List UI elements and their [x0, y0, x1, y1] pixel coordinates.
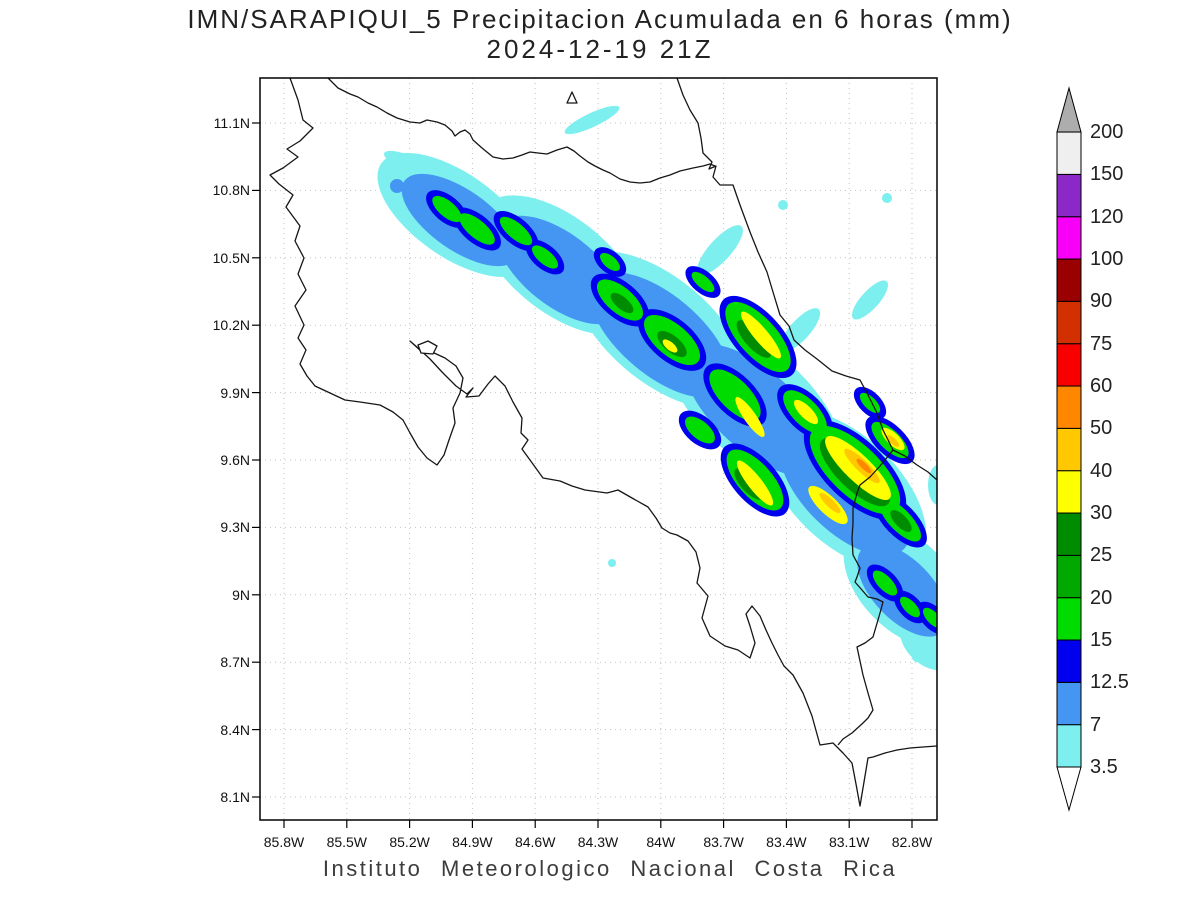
- colorbar-tick-label: 100: [1090, 248, 1124, 271]
- colorbar-tick-label: 60: [1090, 375, 1113, 398]
- colorbar-tick-label: 50: [1090, 417, 1113, 440]
- lat-tick-label: 9.9N: [220, 384, 250, 401]
- colorbar-tick-label: 150: [1090, 163, 1124, 186]
- page-title: IMN/SARAPIQUI_5 Precipitacion Acumulada …: [187, 4, 1013, 34]
- colorbar-arrow-top: [1056, 86, 1082, 133]
- colorbar-tick-label: 3.5: [1090, 756, 1118, 778]
- lat-tick-label: 11.1N: [213, 115, 250, 131]
- colorbar-tick-label: 12.5: [1090, 671, 1129, 694]
- lat-tick-label: 9.6N: [220, 452, 250, 468]
- precipitation-field: [377, 105, 937, 671]
- lon-tick-label: 85.2W: [389, 834, 430, 850]
- lon-tick-label: 85.5W: [326, 834, 368, 850]
- colorbar-arrow-bottom: [1056, 766, 1082, 812]
- lat-tick-label: 8.1N: [220, 789, 250, 805]
- lat-tick-label: 10.2N: [212, 317, 250, 334]
- valid-time-title: 2024-12-19 21Z: [486, 34, 714, 64]
- colorbar-tick-label: 200: [1090, 121, 1124, 144]
- colorbar-tick-label: 40: [1090, 459, 1113, 482]
- lon-tick-label: 84.6W: [514, 834, 556, 850]
- colorbar-tick-label: 75: [1090, 332, 1113, 355]
- lon-tick-label: 84W: [646, 834, 676, 850]
- lon-tick-label: 83.4W: [766, 834, 807, 850]
- colorbar-segments: [1056, 131, 1082, 768]
- lon-tick-label: 83.1W: [828, 834, 870, 850]
- colorbar-tick-label: 30: [1090, 502, 1113, 525]
- colorbar-tick-label: 20: [1090, 586, 1113, 609]
- lat-tick-label: 9.3N: [220, 519, 250, 536]
- footer-text: Instituto Meteorologico Nacional Costa R…: [322, 856, 898, 881]
- colorbar-tick-label: 15: [1090, 629, 1113, 651]
- lon-tick-label: 83.7W: [703, 834, 744, 850]
- lon-tick-label: 85.8W: [263, 834, 305, 850]
- lon-tick-label: 84.9W: [452, 834, 493, 850]
- lat-tick-label: 9N: [232, 586, 250, 603]
- colorbar-tick-label: 25: [1090, 544, 1113, 567]
- colorbar-tick-label: 120: [1090, 205, 1124, 228]
- coastlines: [269, 78, 937, 807]
- colorbar-tick-label: 7: [1090, 713, 1102, 736]
- lat-tick-label: 8.4N: [220, 721, 250, 738]
- axis-ticks: [252, 122, 913, 828]
- colorbar: [1056, 86, 1082, 812]
- lat-tick-label: 10.8N: [212, 182, 250, 199]
- lat-tick-label: 8.7N: [220, 654, 250, 671]
- colorbar-tick-label: 90: [1090, 290, 1113, 313]
- lon-tick-label: 82.8W: [891, 834, 933, 850]
- lat-tick-label: 10.5N: [212, 249, 250, 266]
- precip-map: [252, 77, 938, 828]
- lon-tick-label: 84.3W: [577, 834, 619, 850]
